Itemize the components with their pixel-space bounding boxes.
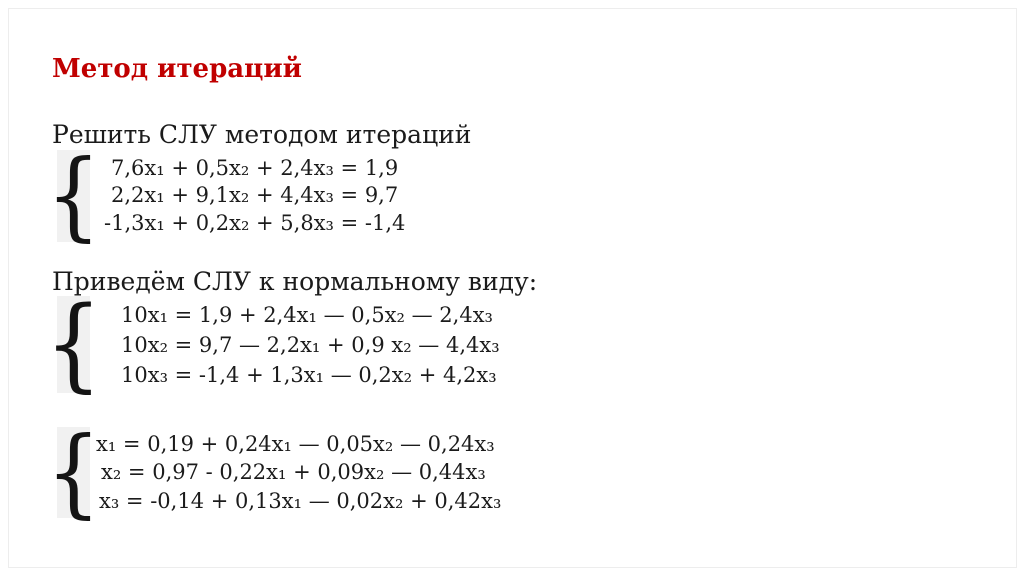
equation-line: 10x₃ = -1,4 + 1,3x₁ — 0,2x₂ + 4,2x₃ (121, 362, 497, 387)
equation-line: 10x₂ = 9,7 — 2,2x₁ + 0,9 x₂ — 4,4x₃ (121, 332, 500, 357)
equation-line: 7,6x₁ + 0,5x₂ + 2,4x₃ = 1,9 (111, 155, 399, 180)
equation-system-original: { 7,6x₁ + 0,5x₂ + 2,4x₃ = 1,9 2,2x₁ + 9,… (46, 148, 405, 244)
curly-brace-strip: { (46, 148, 101, 244)
equation-line: -1,3x₁ + 0,2x₂ + 5,8x₃ = -1,4 (104, 210, 406, 235)
equation-line: 10x₁ = 1,9 + 2,4x₁ — 0,5x₂ — 2,4x₃ (121, 302, 493, 327)
curly-brace-strip: { (45, 294, 102, 395)
equation-line: 2,2x₁ + 9,1x₂ + 4,4x₃ = 9,7 (111, 183, 399, 208)
equation-list-iteration-form: x₁ = 0,19 + 0,24x₁ — 0,05x₂ — 0,24x₃ x₂ … (96, 430, 501, 516)
equation-system-normal-form: { 10x₁ = 1,9 + 2,4x₁ — 0,5x₂ — 2,4x₃ 10x… (45, 294, 500, 395)
curly-brace-icon: { (44, 285, 103, 403)
normal-form-label: Приведём СЛУ к нормальному виду: (52, 267, 538, 296)
curly-brace-icon: { (46, 416, 101, 529)
equation-system-iteration-form: { x₁ = 0,19 + 0,24x₁ — 0,05x₂ — 0,24x₃ x… (46, 424, 501, 520)
equation-line: x₁ = 0,19 + 0,24x₁ — 0,05x₂ — 0,24x₃ (96, 431, 495, 456)
equation-line: x₂ = 0,97 - 0,22x₁ + 0,09x₂ — 0,44x₃ (101, 460, 486, 485)
slide-title: Метод итераций (52, 54, 302, 84)
task-statement: Решить СЛУ методом итераций (52, 120, 472, 149)
curly-brace-strip: { (46, 424, 101, 520)
equation-line: x₃ = -0,14 + 0,13x₁ — 0,02x₂ + 0,42x₃ (99, 488, 502, 513)
equation-list-normal-form: 10x₁ = 1,9 + 2,4x₁ — 0,5x₂ — 2,4x₃ 10x₂ … (121, 300, 500, 390)
curly-brace-icon: { (46, 140, 101, 252)
equation-list-original: 7,6x₁ + 0,5x₂ + 2,4x₃ = 1,9 2,2x₁ + 9,1x… (104, 155, 405, 238)
